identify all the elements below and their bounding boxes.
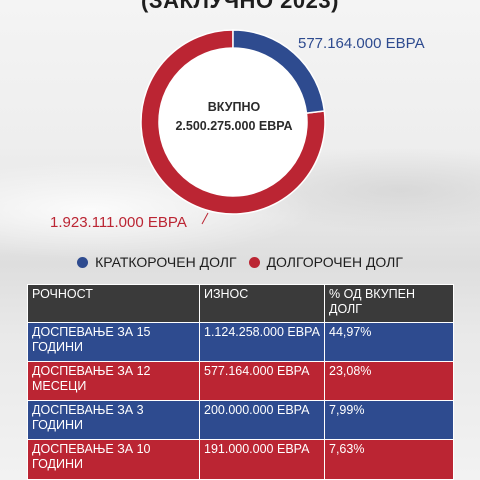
cell-maturity: ДОСПЕВАЊЕ ЗА 15 ГОДИНИ — [27, 322, 200, 362]
cell-percent: 7,99% — [324, 400, 454, 440]
donut-slice-short-term — [232, 29, 326, 114]
donut-center-total: 2.500.275.000 ЕВРА — [175, 119, 293, 133]
table-header-row: РОЧНОСТ ИЗНОС % ОД ВКУПЕН ДОЛГ — [27, 284, 454, 323]
cell-percent: 7,63% — [324, 439, 454, 480]
cell-amount: 1.124.258.000 ЕВРА — [199, 322, 325, 362]
legend-swatch-long-term — [248, 256, 260, 268]
table-row: ДОСПЕВАЊЕ ЗА 10 ГОДИНИ 191.000.000 ЕВРА … — [27, 439, 454, 480]
donut-center-title: ВКУПНО — [207, 100, 261, 114]
chart-legend: КРАТКОРОЧЕН ДОЛГ ДОЛГОРОЧЕН ДОЛГ — [0, 254, 480, 270]
header-maturity: РОЧНОСТ — [27, 284, 200, 323]
cell-percent: 23,08% — [324, 361, 454, 401]
donut-slice-long-term — [140, 29, 326, 215]
table-row: ДОСПЕВАЊЕ ЗА 3 ГОДИНИ 200.000.000 ЕВРА 7… — [27, 400, 454, 440]
slice-leader-line — [201, 212, 209, 225]
legend-label-long-term: ДОЛГОРОЧЕН ДОЛГ — [266, 254, 403, 270]
long-term-slice-label: 1.923.111.000 ЕВРА — [50, 214, 187, 231]
legend-swatch-short-term — [77, 256, 89, 268]
donut-hole — [159, 48, 307, 196]
cell-percent: 44,97% — [324, 322, 454, 362]
table-row: ДОСПЕВАЊЕ ЗА 12 МЕСЕЦИ 577.164.000 ЕВРА … — [27, 361, 454, 401]
legend-item-short-term: КРАТКОРОЧЕН ДОЛГ — [77, 254, 237, 270]
legend-label-short-term: КРАТКОРОЧЕН ДОЛГ — [95, 254, 237, 270]
header-amount: ИЗНОС — [199, 284, 325, 323]
page-title: (ЗАКЛУЧНО 2023) — [141, 0, 339, 13]
cell-maturity: ДОСПЕВАЊЕ ЗА 12 МЕСЕЦИ — [27, 361, 200, 401]
cell-amount: 200.000.000 ЕВРА — [199, 400, 325, 440]
cell-maturity: ДОСПЕВАЊЕ ЗА 3 ГОДИНИ — [27, 400, 200, 440]
short-term-slice-label: 577.164.000 ЕВРА — [298, 35, 425, 52]
table-row: ДОСПЕВАЊЕ ЗА 15 ГОДИНИ 1.124.258.000 ЕВР… — [27, 322, 454, 362]
cell-amount: 191.000.000 ЕВРА — [199, 439, 325, 480]
cell-amount: 577.164.000 ЕВРА — [199, 361, 325, 401]
header-percent: % ОД ВКУПЕН ДОЛГ — [324, 284, 454, 323]
maturity-table: РОЧНОСТ ИЗНОС % ОД ВКУПЕН ДОЛГ ДОСПЕВАЊЕ… — [27, 284, 454, 480]
legend-item-long-term: ДОЛГОРОЧЕН ДОЛГ — [248, 254, 403, 270]
cell-maturity: ДОСПЕВАЊЕ ЗА 10 ГОДИНИ — [27, 439, 200, 480]
